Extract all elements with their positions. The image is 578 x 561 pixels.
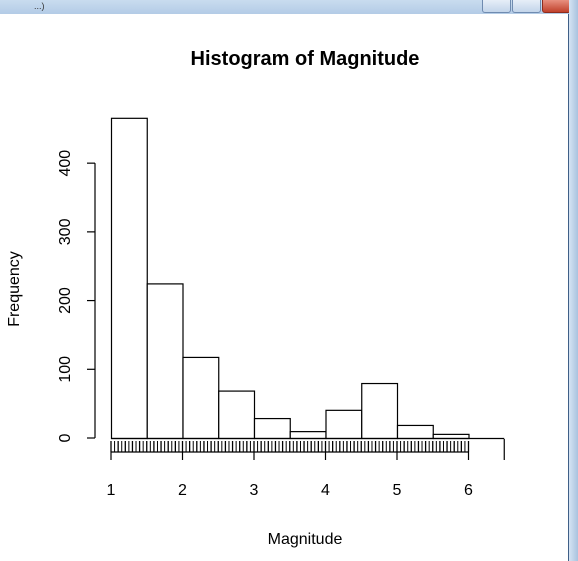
chart-title: Histogram of Magnitude bbox=[191, 48, 420, 70]
minimize-button[interactable] bbox=[482, 0, 511, 13]
window-title: ...) bbox=[34, 1, 45, 11]
histogram-bar bbox=[146, 283, 184, 440]
x-axis-label: Magnitude bbox=[268, 531, 343, 548]
y-tick-label: 200 bbox=[57, 287, 74, 314]
x-axis: 1 2 3 4 5 6 bbox=[107, 439, 505, 499]
histogram-bar bbox=[182, 356, 220, 440]
x-tick-label: 4 bbox=[321, 482, 330, 499]
histogram-bar bbox=[253, 417, 291, 440]
x-tick-label: 3 bbox=[250, 482, 259, 499]
title-bar: ...) bbox=[0, 0, 578, 15]
window-border bbox=[568, 14, 569, 561]
histogram-bar bbox=[361, 382, 399, 440]
histogram-bar bbox=[396, 424, 434, 440]
y-axis-label: Frequency bbox=[6, 251, 23, 327]
histogram-bar bbox=[432, 433, 470, 440]
histogram-bar bbox=[218, 390, 256, 440]
x-tick-label: 5 bbox=[393, 482, 402, 499]
x-tick-label: 2 bbox=[178, 482, 187, 499]
maximize-button[interactable] bbox=[512, 0, 541, 13]
close-button[interactable] bbox=[542, 0, 571, 13]
y-axis: 0 100 200 300 400 bbox=[57, 150, 96, 442]
histogram-bar bbox=[325, 409, 363, 440]
histogram-bar bbox=[110, 117, 148, 440]
histogram-bar bbox=[289, 431, 327, 440]
x-tick-label: 1 bbox=[107, 482, 116, 499]
y-tick-label: 100 bbox=[57, 356, 74, 383]
x-tick-label: 6 bbox=[464, 482, 473, 499]
bars-group bbox=[110, 117, 505, 440]
y-tick-label: 300 bbox=[57, 218, 74, 245]
plot-device-area: Histogram of Magnitude Magnitude Frequen… bbox=[0, 14, 568, 561]
rug-marks bbox=[110, 441, 470, 452]
histogram-chart: Histogram of Magnitude Magnitude Frequen… bbox=[6, 48, 505, 548]
y-tick-label: 400 bbox=[57, 150, 74, 177]
y-tick-label: 0 bbox=[57, 433, 74, 442]
scroll-edge[interactable] bbox=[569, 0, 578, 561]
